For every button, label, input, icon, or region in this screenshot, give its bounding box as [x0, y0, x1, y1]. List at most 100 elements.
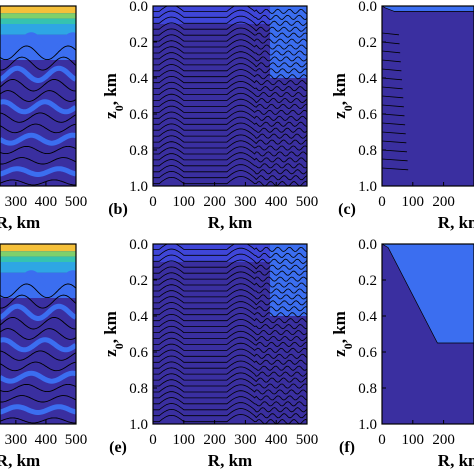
x-tick-label: 200: [203, 194, 226, 210]
contour-line: [0, 294, 76, 309]
contour-line: [0, 99, 76, 115]
x-tick-label: 300: [234, 432, 257, 448]
x-tick-label: 0: [378, 194, 386, 210]
contour-line: [153, 244, 307, 252]
contour-line: [153, 396, 307, 407]
field-wedge: [382, 6, 474, 12]
y-tick-label: 0.4: [358, 71, 377, 87]
y-tick-label: 0.2: [358, 273, 377, 289]
contour-line: [153, 324, 307, 336]
x-axis-label: R, km: [438, 213, 474, 232]
field-band: [0, 262, 76, 273]
contour-line: [153, 295, 307, 306]
contour-line: [382, 59, 401, 63]
contour-line: [0, 166, 76, 177]
contour-line: [153, 253, 307, 264]
y-tick-label: 0.6: [129, 345, 148, 361]
panel-c: 0 100 200 0.0 0.2 0.4 0.6 0.8 1.0 R, km z0, km (c): [330, 0, 474, 232]
contour-line: [153, 283, 307, 294]
y-axis-label: z0, km: [330, 73, 355, 119]
contour-line: [0, 303, 76, 321]
contour-line: [0, 179, 76, 186]
x-tick-label: 500: [296, 432, 319, 448]
x-tick-label: 0: [149, 432, 157, 448]
axes-frame: [152, 5, 308, 187]
y-tick-label: 1.0: [358, 417, 377, 433]
contour-line: [153, 75, 307, 86]
panel-d-field: [0, 244, 76, 424]
y-tick-label: 0.2: [129, 35, 148, 51]
x-tick-label: 100: [173, 194, 196, 210]
y-tick-label: 0.0: [358, 237, 377, 253]
y-tick-label: 0.4: [358, 309, 377, 325]
x-axis-label: R, km: [208, 213, 252, 232]
contour-line: [153, 354, 307, 365]
contour-line: [153, 408, 307, 419]
contour-line: [382, 122, 406, 126]
contour-line: [153, 414, 307, 424]
panel-b-field: [153, 6, 307, 186]
contour-line: [153, 39, 307, 50]
panel-label: (e): [109, 439, 127, 456]
contour-line: [153, 318, 307, 330]
contour-line: [0, 383, 76, 393]
contour-line: [382, 158, 408, 162]
y-axis-label: z0, km: [101, 311, 126, 357]
contour-line: [153, 390, 307, 401]
x-tick-label: 100: [173, 432, 196, 448]
x-tick-label: 500: [296, 194, 319, 210]
contour-line: [0, 78, 76, 92]
contour-line: [0, 350, 76, 361]
field-band: [0, 256, 76, 262]
contour-line: [153, 86, 307, 98]
field-band: [0, 13, 76, 19]
contour-line: [153, 122, 307, 133]
axes-frame: [0, 5, 77, 187]
panel-f-field: [382, 244, 474, 424]
contour-line: [0, 45, 76, 61]
y-tick-label: 0.6: [129, 107, 148, 123]
axes-frame: [152, 243, 308, 425]
contour-line: [382, 95, 404, 99]
contour-line: [0, 283, 76, 299]
contour-line: [153, 45, 307, 56]
x-tick-label: 0: [378, 432, 386, 448]
panel-f: 0 100 200 0.0 0.2 0.4 0.6 0.8 1.0 R, km z0, km (f): [330, 237, 474, 470]
x-tick-label: 300: [234, 194, 257, 210]
contour-line: [153, 15, 307, 26]
y-tick-label: 0.2: [358, 35, 377, 51]
contour-line: [153, 104, 307, 115]
contour-line: [0, 56, 76, 71]
contour-line: [0, 65, 76, 83]
x-tick-label: 300: [5, 194, 28, 210]
contour-line: [0, 361, 76, 372]
contour-line: [382, 32, 399, 36]
contour-line: [382, 167, 409, 171]
contour-line: [153, 33, 307, 44]
contour-line: [153, 140, 307, 151]
panel-e: 0 100 200 300 400 500 0.0 0.2 0.4 0.6 0.8 1.0 R, km z…: [101, 237, 318, 470]
x-tick-label: 200: [203, 432, 226, 448]
contour-line: [153, 277, 307, 288]
field-band: [0, 18, 76, 24]
contour-line: [382, 68, 402, 72]
contour-line: [153, 247, 307, 258]
contour-line: [0, 157, 76, 165]
x-tick-label: 400: [265, 194, 288, 210]
field-band: [0, 251, 76, 257]
contour-line: [382, 86, 403, 90]
contour-line: [153, 342, 307, 353]
field-band: [0, 6, 76, 14]
x-tick-label: 0: [149, 194, 157, 210]
y-axis-label: z0, km: [330, 311, 355, 357]
contour-line: [382, 244, 474, 344]
contour-line: [153, 360, 307, 371]
contour-line: [0, 404, 76, 415]
y-tick-label: 0.8: [129, 143, 148, 159]
panel-c-field: [382, 6, 474, 186]
x-tick-label: 400: [35, 432, 58, 448]
contour-line: [153, 152, 307, 163]
panel-e-field: [153, 244, 307, 424]
contour-line: [153, 80, 307, 92]
contour-line: [153, 259, 307, 270]
